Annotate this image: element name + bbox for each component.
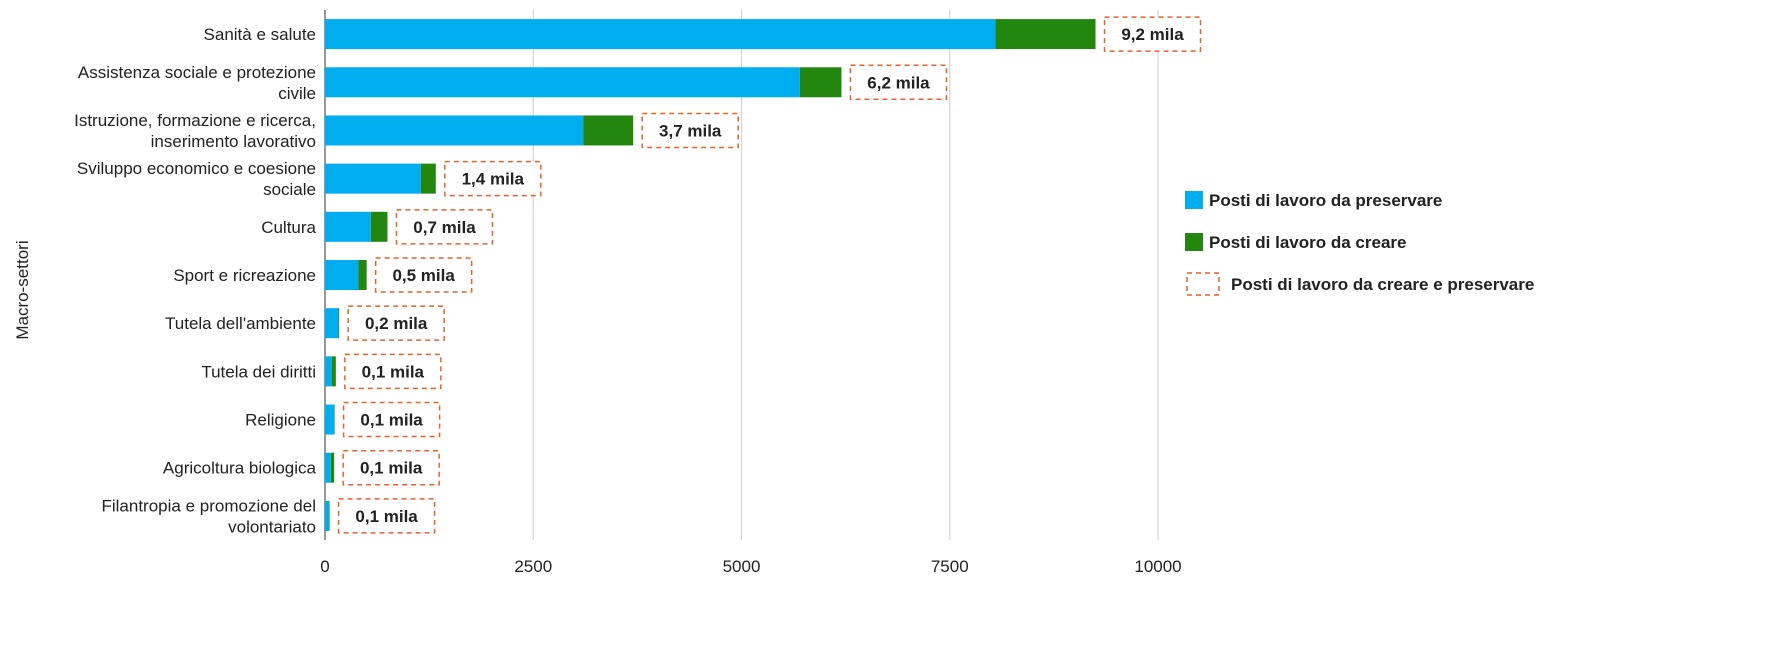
bar-segment-create (329, 500, 330, 531)
legend-swatch-preserve (1185, 191, 1203, 209)
bar-segment-create (334, 404, 335, 435)
category-label: Sviluppo economico e coesione sociale (77, 159, 316, 199)
total-label-box (342, 401, 441, 438)
bar-segment-preserve (325, 500, 330, 531)
category-label: Religione (245, 411, 316, 430)
total-labels: 9,2 mila 6,2 mila 3,7 mila 1,4 mila 0,7 mila… (337, 16, 1202, 534)
total-label-box (337, 498, 436, 534)
bar-segment-preserve (325, 163, 421, 194)
total-label-box (849, 64, 948, 101)
total-label-box (641, 112, 739, 149)
total-label-box (1103, 16, 1202, 52)
bar-segment-create (799, 67, 842, 98)
total-label: 6,2 mila (867, 73, 930, 92)
category-label: Tutela dell'ambiente (165, 314, 316, 333)
category-label: Tutela dei diritti (201, 362, 316, 381)
total-label-box (342, 449, 440, 486)
total-label: 0,7 mila (413, 218, 476, 237)
bar-segment-create (370, 211, 388, 242)
legend: Posti di lavoro da preservare Posti di la… (1185, 191, 1534, 296)
total-label: 0,1 mila (355, 507, 418, 526)
bar-segment-create (330, 452, 335, 483)
category-label: Cultura (261, 218, 316, 237)
bar-segment-preserve (325, 260, 359, 290)
category-labels: Sanità e salute Assistenza sociale e prot… (74, 25, 316, 536)
total-label: 0,2 mila (365, 314, 428, 333)
total-label-box (347, 305, 445, 341)
legend-swatch-create (1185, 233, 1203, 251)
bar-segment-create (338, 308, 340, 339)
bar-segment-preserve (325, 19, 996, 50)
total-label: 0,1 mila (360, 459, 423, 478)
bar-segment-preserve (325, 67, 800, 98)
legend-swatch-total (1186, 272, 1220, 296)
y-axis-title: Macro-settori (13, 240, 32, 339)
legend-label: Posti di lavoro da preservare (1209, 191, 1442, 210)
total-label: 0,5 mila (392, 266, 455, 285)
bar-segment-create (583, 115, 634, 146)
total-label-box (395, 209, 494, 245)
category-label: Istruzione, formazione e ricerca, inserim… (74, 111, 316, 151)
category-label: Agricoltura biologica (163, 459, 317, 478)
category-label: Assistenza sociale e protezione civile (78, 63, 316, 103)
bar-segment-preserve (325, 356, 332, 387)
bar-segment-preserve (325, 308, 339, 339)
total-label: 1,4 mila (462, 170, 525, 189)
total-label: 3,7 mila (659, 121, 722, 140)
category-label: Filantropia e promozione del volontariato (101, 496, 316, 536)
bar-segment-create (420, 163, 436, 194)
bar-segment-preserve (325, 404, 335, 435)
total-label-box (444, 160, 542, 197)
x-tick-labels: 0 2500 5000 7500 10000 (320, 557, 1181, 576)
bar-segment-create (995, 19, 1096, 50)
bars (325, 19, 1096, 531)
legend-label: Posti di lavoro da creare (1209, 233, 1406, 252)
x-tick-label: 7500 (931, 557, 969, 576)
x-tick-label: 5000 (723, 557, 761, 576)
bar-segment-create (358, 260, 367, 290)
total-label-box (374, 257, 473, 293)
category-label: Sanità e salute (204, 25, 316, 44)
bar-segment-preserve (325, 211, 371, 242)
bar-segment-preserve (325, 115, 584, 146)
bar-segment-preserve (325, 452, 331, 483)
category-label: Sport e ricreazione (173, 266, 316, 285)
legend-label: Posti di lavoro da creare e preservare (1231, 275, 1534, 294)
x-tick-label: 2500 (514, 557, 552, 576)
total-label-box (344, 353, 442, 390)
total-label: 9,2 mila (1121, 25, 1184, 44)
x-tick-label: 10000 (1134, 557, 1181, 576)
x-tick-label: 0 (320, 557, 329, 576)
total-label: 0,1 mila (360, 411, 423, 430)
bar-segment-create (331, 356, 336, 387)
total-label: 0,1 mila (362, 362, 425, 381)
